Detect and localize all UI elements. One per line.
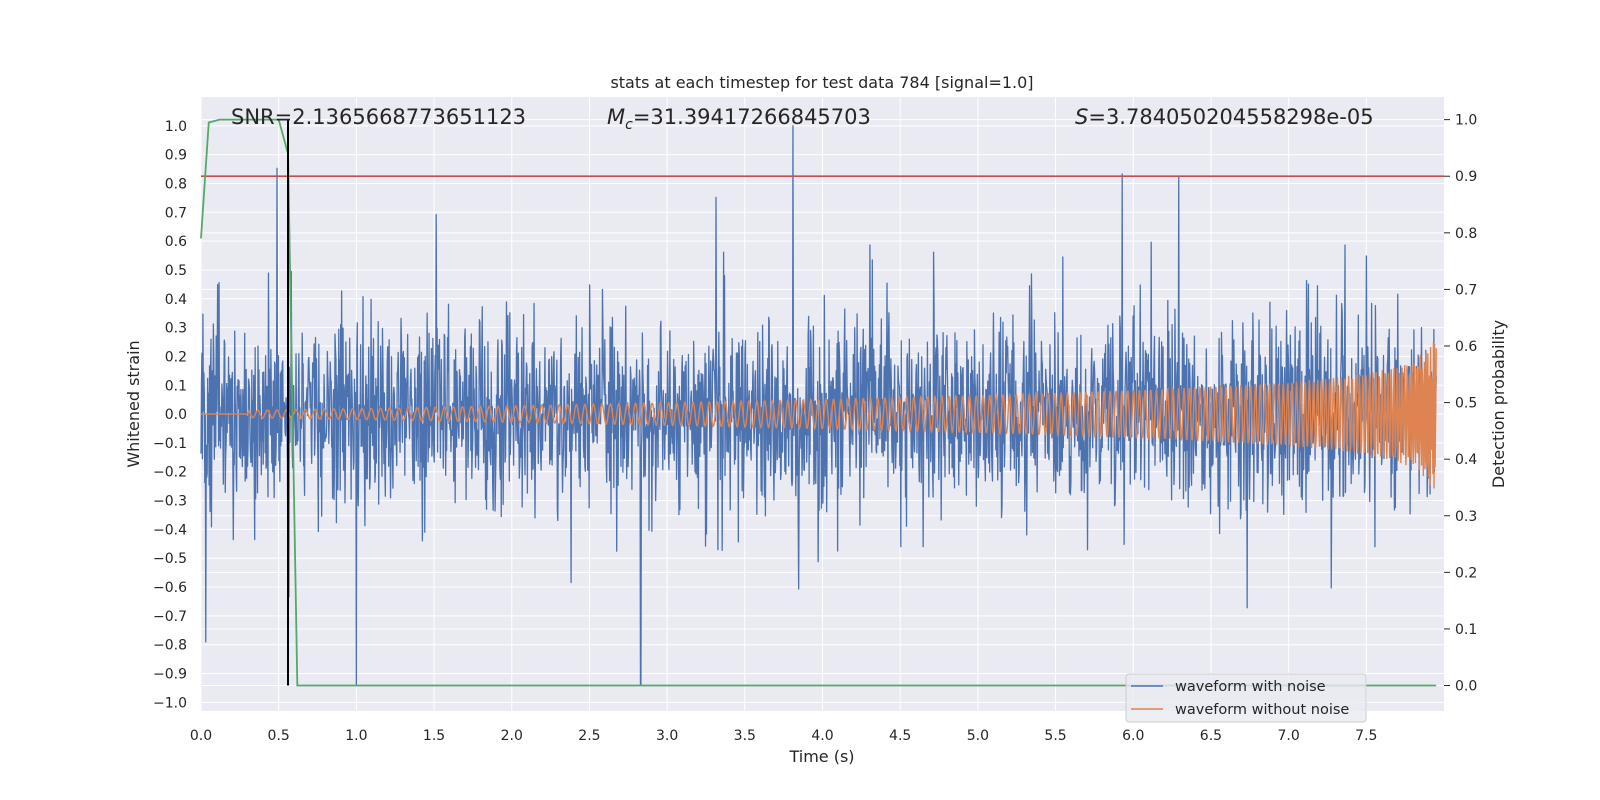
y-left-tick-labels: 1.0 0.9 0.8 0.7 0.6 0.5 0.4 0.3 0.2 0.1 0.0 −0.1 −0.…: [153, 119, 187, 712]
y-right-tick-label: 0.5: [1455, 396, 1477, 412]
x-tick-label: 4.0: [811, 728, 833, 744]
x-tick-label: 2.0: [501, 728, 523, 744]
y-right-tick-label: 0.6: [1455, 339, 1477, 355]
y-right-tick-label: 0.7: [1455, 282, 1477, 298]
x-tick-label: 1.0: [345, 728, 367, 744]
x-tick-label: 5.5: [1044, 728, 1066, 744]
y-right-tick-label: 0.8: [1455, 226, 1477, 242]
x-tick-label: 5.0: [967, 728, 989, 744]
y-left-tick-label: −0.6: [153, 580, 187, 596]
series-waveform-with-noise: [200, 125, 1437, 686]
detection-probability-line: [200, 118, 1437, 687]
y-left-tick-label: 0.1: [165, 378, 187, 394]
y-left-tick-label: −0.5: [153, 551, 187, 567]
mc-value: =31.39417266845703: [633, 105, 871, 129]
y-left-axis-label: Whitened strain: [124, 340, 143, 467]
x-tick-label: 3.5: [734, 728, 756, 744]
s-symbol: S: [1075, 105, 1088, 129]
y-left-tick-label: 0.6: [165, 234, 187, 250]
chirp-mass-annotation: Mc=31.39417266845703: [607, 105, 871, 133]
y-left-tick-label: −0.3: [153, 494, 187, 510]
y-left-tick-label: −0.9: [153, 667, 187, 683]
y-left-tick-label: 1.0: [165, 119, 187, 135]
x-tick-label: 1.5: [423, 728, 445, 744]
y-right-tick-label: 0.1: [1455, 622, 1477, 638]
waveform-with-noise-line: [200, 125, 1437, 686]
mc-symbol: M: [607, 105, 625, 129]
y-right-tick-label: 0.2: [1455, 565, 1477, 581]
x-axis-label: Time (s): [788, 747, 854, 766]
legend-box: [1125, 673, 1367, 723]
y-left-tick-label: −0.2: [153, 465, 187, 481]
y-left-tick-label: −1.0: [153, 695, 187, 711]
y-right-tick-label: 0.3: [1455, 509, 1477, 525]
y-left-tick-label: −0.1: [153, 436, 187, 452]
y-left-tick-label: 0.9: [165, 148, 187, 164]
y-left-tick-label: 0.2: [165, 349, 187, 365]
s-annotation: S=3.784050204558298e-05: [1075, 105, 1374, 129]
waveform-without-noise-line: [201, 342, 1437, 489]
y-left-tick-label: 0.8: [165, 176, 187, 192]
y-right-tick-label: 0.0: [1455, 679, 1477, 695]
y-right-tick-label: 0.9: [1455, 169, 1477, 185]
legend-label-clean: waveform without noise: [1175, 702, 1349, 718]
y-left-tick-label: 0.3: [165, 321, 187, 337]
s-value: =3.784050204558298e-05: [1088, 105, 1373, 129]
legend-label-noise: waveform with noise: [1175, 679, 1326, 695]
y-left-tick-label: 0.5: [165, 263, 187, 279]
x-tick-label: 2.5: [578, 728, 600, 744]
x-tick-labels: 0.0 0.5 1.0 1.5 2.0 2.5 3.0 3.5 4.0 4.5 5.0 5.5 6.0 6…: [190, 728, 1378, 744]
y-left-tick-label: 0.0: [165, 407, 187, 423]
y-right-axis-label: Detection probability: [1489, 320, 1508, 488]
legend: waveform with noise waveform without noi…: [1125, 673, 1367, 723]
x-tick-label: 7.5: [1355, 728, 1377, 744]
y-right-tick-label: 0.4: [1455, 452, 1477, 468]
y-left-tick-label: 0.4: [165, 292, 187, 308]
x-tick-label: 3.0: [656, 728, 678, 744]
y-left-tick-label: 0.7: [165, 205, 187, 221]
series-waveform-without-noise: [201, 342, 1437, 489]
snr-annotation: SNR=2.1365668773651123: [231, 105, 526, 129]
x-tick-label: 0.5: [268, 728, 290, 744]
y-left-tick-label: −0.7: [153, 609, 187, 625]
x-tick-label: 6.5: [1200, 728, 1222, 744]
x-tick-label: 0.0: [190, 728, 212, 744]
chart-title: stats at each timestep for test data 784…: [610, 73, 1033, 92]
y-left-tick-label: −0.4: [153, 522, 187, 538]
y-right-tick-label: 1.0: [1455, 113, 1477, 129]
series-detection-probability: [200, 118, 1437, 687]
x-tick-label: 4.5: [889, 728, 911, 744]
mc-subscript: c: [625, 117, 633, 133]
x-tick-label: 7.0: [1277, 728, 1299, 744]
y-right-tick-labels: 1.0 0.9 0.8 0.7 0.6 0.5 0.4 0.3 0.2 0.1 0.0: [1444, 113, 1477, 695]
x-tick-label: 6.0: [1122, 728, 1144, 744]
y-left-tick-label: −0.8: [153, 638, 187, 654]
